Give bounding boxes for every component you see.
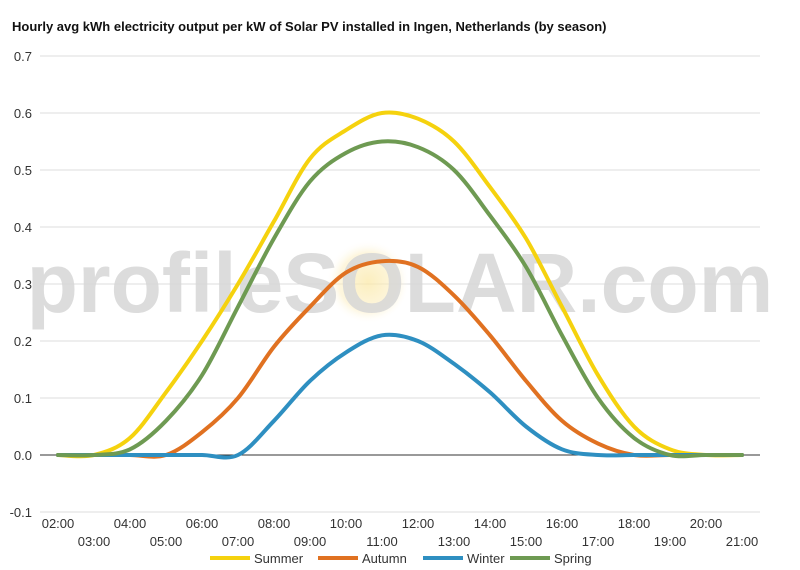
x-tick-label: 02:00 (42, 516, 75, 531)
x-tick-label: 05:00 (150, 534, 183, 549)
series-line-summer (56, 110, 744, 459)
legend-item-summer[interactable]: Summer (210, 549, 303, 567)
x-tick-label: 11:00 (366, 534, 398, 549)
x-tick-label: 20:00 (690, 516, 723, 531)
x-tick-label: 13:00 (438, 534, 471, 549)
x-tick-label: 14:00 (474, 516, 507, 531)
x-tick-label: 21:00 (726, 534, 759, 549)
series-lines (56, 110, 744, 460)
legend-label: Spring (554, 550, 592, 566)
x-tick-label: 12:00 (402, 516, 435, 531)
legend-swatch (510, 556, 550, 560)
y-tick-label: 0.7 (14, 49, 32, 64)
x-tick-label: 18:00 (618, 516, 651, 531)
series-line-winter (56, 332, 744, 460)
x-tick-label: 08:00 (258, 516, 291, 531)
x-tick-label: 07:00 (222, 534, 255, 549)
x-tick-label: 16:00 (546, 516, 579, 531)
legend-item-winter[interactable]: Winter (423, 549, 505, 567)
x-tick-label: 04:00 (114, 516, 147, 531)
legend-item-autumn[interactable]: Autumn (318, 549, 407, 567)
x-tick-label: 03:00 (78, 534, 111, 549)
x-tick-label: 10:00 (330, 516, 363, 531)
y-tick-label: 0.2 (14, 334, 32, 349)
legend-swatch (423, 556, 463, 560)
legend-label: Winter (467, 550, 505, 566)
y-tick-label: 0.6 (14, 106, 32, 121)
watermark: profileSOLAR.com (27, 236, 774, 330)
x-tick-label: 15:00 (510, 534, 543, 549)
y-tick-label: -0.1 (10, 505, 32, 520)
x-tick-label: 19:00 (654, 534, 687, 549)
y-tick-label: 0.1 (14, 391, 32, 406)
legend-swatch (210, 556, 250, 560)
legend: Summer Autumn Winter Spring (0, 549, 800, 569)
x-tick-label: 06:00 (186, 516, 219, 531)
legend-label: Autumn (362, 550, 407, 566)
legend-swatch (318, 556, 358, 560)
y-tick-label: 0.3 (14, 277, 32, 292)
watermark-text: profileSOLAR.com (27, 236, 774, 330)
legend-item-spring[interactable]: Spring (510, 549, 592, 567)
x-tick-label: 17:00 (582, 534, 615, 549)
legend-label: Summer (254, 550, 304, 566)
x-axis: 02:00 04:00 06:00 08:00 10:00 12:00 14:00 16:00… (42, 516, 759, 549)
y-tick-label: 0.4 (14, 220, 32, 235)
chart-title: Hourly avg kWh electricity output per kW… (12, 19, 607, 34)
series-line-spring (56, 139, 744, 459)
y-axis: 0.7 0.6 0.5 0.4 0.3 0.2 0.1 0.0 -0.1 (10, 49, 32, 520)
y-tick-label: 0.5 (14, 163, 32, 178)
y-tick-label: 0.0 (14, 448, 32, 463)
x-tick-label: 09:00 (294, 534, 327, 549)
